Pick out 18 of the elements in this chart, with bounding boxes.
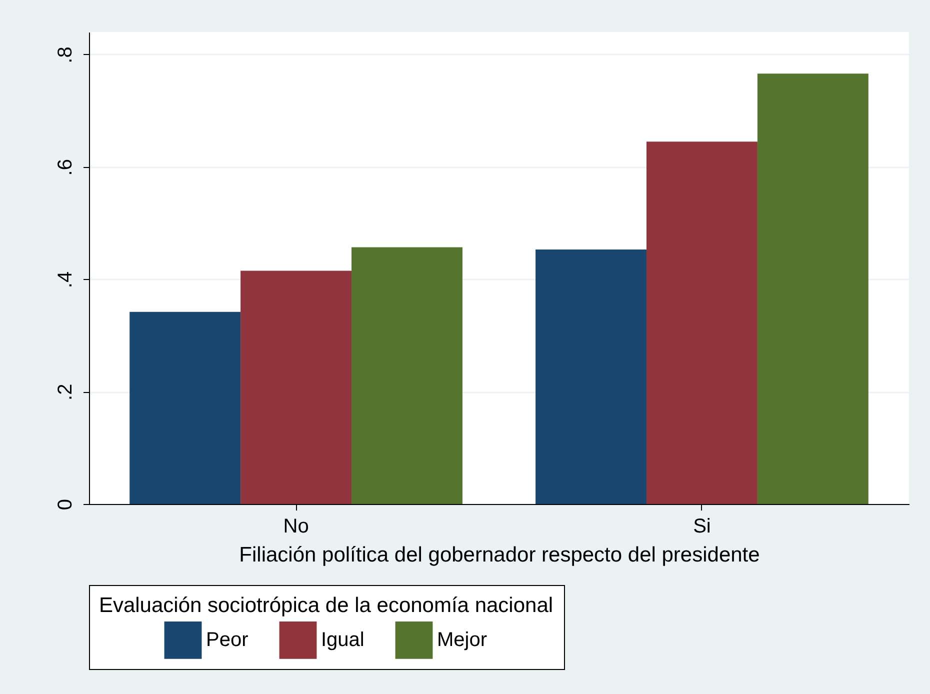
y-tick-label: .4: [54, 271, 76, 288]
legend-label: Peor: [206, 629, 249, 652]
x-axis-title: Filiación política del gobernador respecto del presidente: [239, 544, 760, 566]
y-tick-label: .2: [54, 384, 76, 400]
bar: [352, 247, 462, 504]
legend-title: Evaluación sociotrópica de la economía nacional: [98, 594, 554, 617]
x-tick-label: No: [283, 516, 309, 538]
y-tick-label: 0: [54, 498, 76, 510]
bar: [757, 74, 868, 504]
legend-label: Igual: [321, 629, 364, 652]
legend-label: Mejor: [437, 629, 488, 652]
bar: [240, 270, 352, 504]
bar: [536, 249, 646, 504]
x-tick-label: Si: [693, 516, 711, 538]
y-tick-label: .8: [54, 46, 76, 64]
bar: [130, 312, 241, 504]
bar: [646, 142, 758, 504]
y-tick-label: .6: [54, 159, 76, 176]
